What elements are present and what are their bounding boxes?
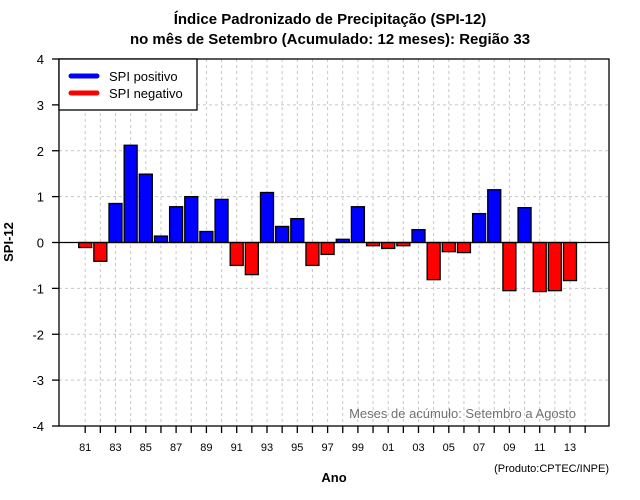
- x-tick-label: 87: [170, 442, 182, 454]
- bar-negative: [305, 241, 320, 267]
- x-axis: 81 83 85 87 89 91 93 95 97 99 01 03 05 07 09 11 13: [79, 426, 586, 454]
- x-tick-label: 89: [200, 442, 212, 454]
- bar-negative: [93, 241, 108, 262]
- bar-negative: [244, 241, 260, 276]
- chart-subtitle: no mês de Setembro (Acumulado: 12 meses)…: [130, 31, 530, 48]
- y-tick-label: -3: [32, 373, 44, 388]
- bar-negative: [502, 241, 517, 292]
- x-tick-label: 99: [352, 442, 364, 454]
- grid-lines: [59, 59, 609, 426]
- bar-negative: [229, 241, 244, 267]
- bar-negative: [456, 241, 472, 254]
- legend: SPI positivo SPI negativo: [58, 58, 198, 111]
- x-tick-label: 09: [503, 442, 515, 454]
- y-tick-label: 3: [37, 98, 44, 113]
- bar-positive: [214, 198, 229, 244]
- y-tick-label: -4: [32, 419, 44, 434]
- bar-negative: [381, 241, 396, 250]
- x-axis-label: Ano: [321, 470, 346, 485]
- bar-negative: [320, 241, 335, 256]
- bar-positive: [350, 206, 366, 244]
- y-tick-label: 0: [37, 236, 44, 251]
- bar-positive: [138, 173, 153, 244]
- x-tick-label: 03: [412, 442, 424, 454]
- bar-positive: [153, 235, 169, 244]
- y-tick-label: 1: [37, 190, 44, 205]
- bar-negative: [547, 241, 562, 292]
- bar-negative: [426, 241, 441, 281]
- bar-negative: [562, 241, 578, 282]
- x-tick-label: 93: [261, 442, 273, 454]
- bar-positive: [274, 225, 290, 244]
- bar-positive: [517, 206, 532, 244]
- legend-box: [58, 58, 198, 111]
- x-tick-label: 95: [291, 442, 303, 454]
- product-credit: (Produto:CPTEC/INPE): [494, 463, 609, 475]
- x-tick-label: 85: [140, 442, 152, 454]
- bar-positive: [168, 206, 184, 244]
- legend-label-positive: SPI positivo: [109, 69, 178, 84]
- accumulation-note: Meses de acúmulo: Setembro a Agosto: [349, 406, 576, 421]
- chart-title: Índice Padronizado de Precipitação (SPI-…: [174, 11, 487, 28]
- plot-frame: [58, 58, 610, 427]
- x-tick-label: 13: [564, 442, 576, 454]
- x-tick-label: 97: [321, 442, 333, 454]
- y-tick-label: 4: [37, 52, 44, 67]
- y-tick-label: -1: [32, 281, 44, 296]
- bar-negative: [78, 241, 93, 249]
- x-tick-label: 01: [382, 442, 394, 454]
- x-tick-label: 05: [443, 442, 455, 454]
- bar-positive: [411, 229, 426, 244]
- bar-negative: [532, 241, 547, 293]
- bar-positive: [108, 202, 123, 244]
- y-axis: 4 3 2 1 0 -1 -2 -3 -4: [32, 52, 59, 434]
- x-tick-label: 81: [79, 442, 91, 454]
- bar-positive: [184, 195, 199, 244]
- bar-negative: [441, 241, 456, 253]
- y-axis-label: SPI-12: [1, 222, 16, 262]
- x-tick-label: 07: [473, 442, 485, 454]
- x-tick-label: 11: [534, 442, 545, 454]
- bar-positive: [199, 230, 214, 244]
- y-tick-label: -2: [32, 327, 44, 342]
- bar-positive: [123, 144, 138, 244]
- x-tick-label: 91: [231, 442, 243, 454]
- legend-label-negative: SPI negativo: [109, 86, 183, 101]
- bar-positive: [487, 189, 502, 244]
- bar-positive: [471, 212, 487, 244]
- x-tick-label: 83: [109, 442, 121, 454]
- y-tick-label: 2: [37, 144, 44, 159]
- bar-positive: [290, 217, 305, 244]
- bar-positive: [259, 191, 275, 244]
